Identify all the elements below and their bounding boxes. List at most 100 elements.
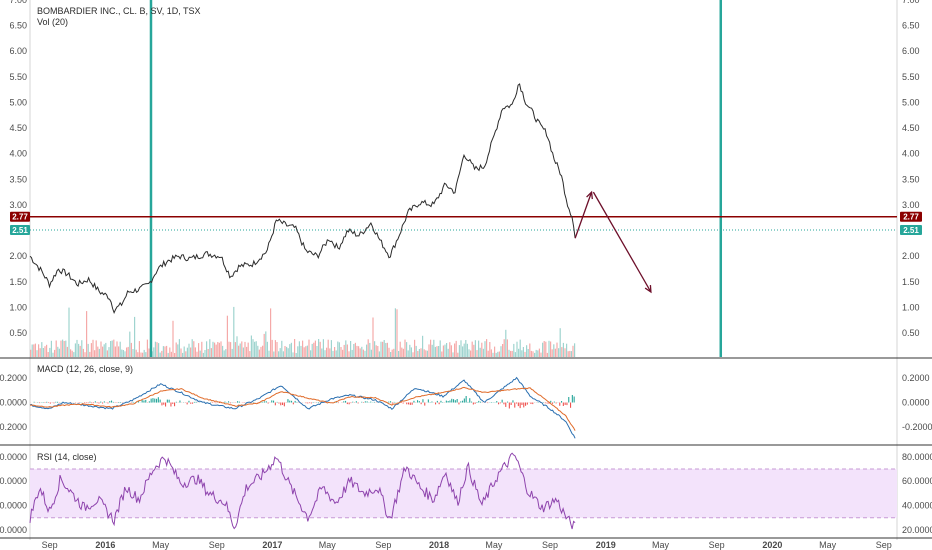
volume-bar <box>70 349 72 357</box>
rsi-tick-left: 40.0000 <box>0 501 27 511</box>
volume-bar <box>223 350 225 357</box>
macd-histogram-bar <box>42 402 44 403</box>
volume-bar <box>286 346 288 357</box>
volume-bar <box>337 341 339 357</box>
price-tick-left: 1.50 <box>9 277 27 287</box>
macd-histogram-bar <box>291 400 293 403</box>
volume-bar <box>522 347 524 357</box>
macd-histogram-bar <box>296 401 298 403</box>
macd-histogram-bar <box>517 402 519 407</box>
volume-bar <box>194 347 196 357</box>
volume-bar <box>495 352 497 357</box>
macd-histogram-bar <box>44 402 46 403</box>
macd-histogram-bar <box>552 402 554 404</box>
volume-bar <box>348 351 350 357</box>
macd-histogram-bar <box>111 400 113 403</box>
volume-bar <box>390 352 392 357</box>
macd-histogram-bar <box>143 400 145 403</box>
macd-histogram-bar <box>438 402 440 405</box>
macd-tick-right: -0.2000 <box>902 422 932 432</box>
volume-bar <box>329 348 331 357</box>
volume-bar <box>260 346 262 357</box>
macd-histogram-bar <box>456 399 458 403</box>
volume-bar <box>546 352 548 357</box>
macd-histogram-bar <box>417 400 419 403</box>
price-tick-right: 1.50 <box>902 277 920 287</box>
macd-histogram-bar <box>442 402 444 403</box>
macd-histogram-bar <box>388 401 390 403</box>
volume-bar <box>154 341 156 357</box>
volume-bar <box>134 316 136 357</box>
macd-histogram-bar <box>525 402 527 406</box>
volume-bar <box>407 350 409 357</box>
macd-histogram-bar <box>166 399 168 403</box>
volume-bar <box>210 348 212 357</box>
volume-bar <box>54 349 56 357</box>
rsi-tick-right: 60.0000 <box>902 476 932 486</box>
macd-histogram-bar <box>544 402 546 404</box>
rsi-tick-left: 80.0000 <box>0 452 27 462</box>
macd-histogram-bar <box>571 395 573 403</box>
volume-bar <box>199 350 201 357</box>
volume-bar <box>97 346 99 357</box>
volume-bar <box>132 349 134 357</box>
macd-histogram-bar <box>422 399 424 403</box>
macd-histogram-bar <box>168 399 170 403</box>
volume-bar <box>78 343 80 357</box>
volume-bar <box>297 346 299 357</box>
volume-bar <box>556 342 558 357</box>
volume-bar <box>58 348 60 357</box>
volume-bar <box>538 348 540 357</box>
rsi-band <box>30 468 897 519</box>
macd-histogram-bar <box>161 402 163 406</box>
volume-bar <box>65 340 67 357</box>
volume-bar <box>543 341 545 357</box>
macd-histogram-bar <box>175 401 177 403</box>
volume-bar <box>330 340 332 357</box>
volume-bar <box>338 342 340 357</box>
volume-bar <box>542 342 544 357</box>
macd-histogram-bar <box>219 402 221 403</box>
volume-bar <box>470 350 472 357</box>
volume-bar <box>561 347 563 357</box>
volume-bar <box>146 339 148 357</box>
volume-bar <box>292 352 294 357</box>
volume-bar <box>135 349 137 357</box>
volume-bar <box>340 347 342 357</box>
macd-histogram-bar <box>93 402 95 404</box>
macd-histogram-bar <box>402 402 404 404</box>
time-tick-label: May <box>152 540 170 550</box>
volume-bar <box>462 346 464 357</box>
volume-bar <box>198 343 200 357</box>
macd-histogram-bar <box>458 402 460 405</box>
macd-histogram-bar <box>193 401 195 403</box>
vertical-marker-lines <box>149 0 723 357</box>
volume-bar <box>441 351 443 357</box>
volume-bar <box>482 348 484 357</box>
macd-histogram-bar <box>152 398 154 403</box>
volume-bar <box>454 343 456 357</box>
price-tick-left: 0.50 <box>9 328 27 338</box>
macd-histogram-bar <box>163 402 165 405</box>
macd-histogram-bar <box>87 402 89 404</box>
volume-bar <box>358 346 360 357</box>
volume-bar <box>345 340 347 357</box>
volume-bar <box>351 349 353 357</box>
volume-bar <box>145 352 147 357</box>
volume-bar <box>271 339 273 357</box>
macd-histogram-bar <box>229 402 231 404</box>
volume-bar <box>334 347 336 357</box>
volume-bar <box>356 345 358 357</box>
volume-bar <box>423 349 425 357</box>
volume-bar <box>212 341 214 357</box>
volume-bar <box>503 339 505 357</box>
volume-bar <box>127 346 129 357</box>
volume-bar <box>49 347 51 357</box>
volume-bar <box>566 343 568 357</box>
volume-bar <box>492 352 494 357</box>
time-axis: Sep 2016 May Sep 2017 May Sep 2018 May Sep 2019 May… <box>42 540 892 550</box>
macd-histogram-bar <box>346 402 348 405</box>
volume-bar <box>140 352 142 357</box>
volume-bar <box>175 342 177 357</box>
